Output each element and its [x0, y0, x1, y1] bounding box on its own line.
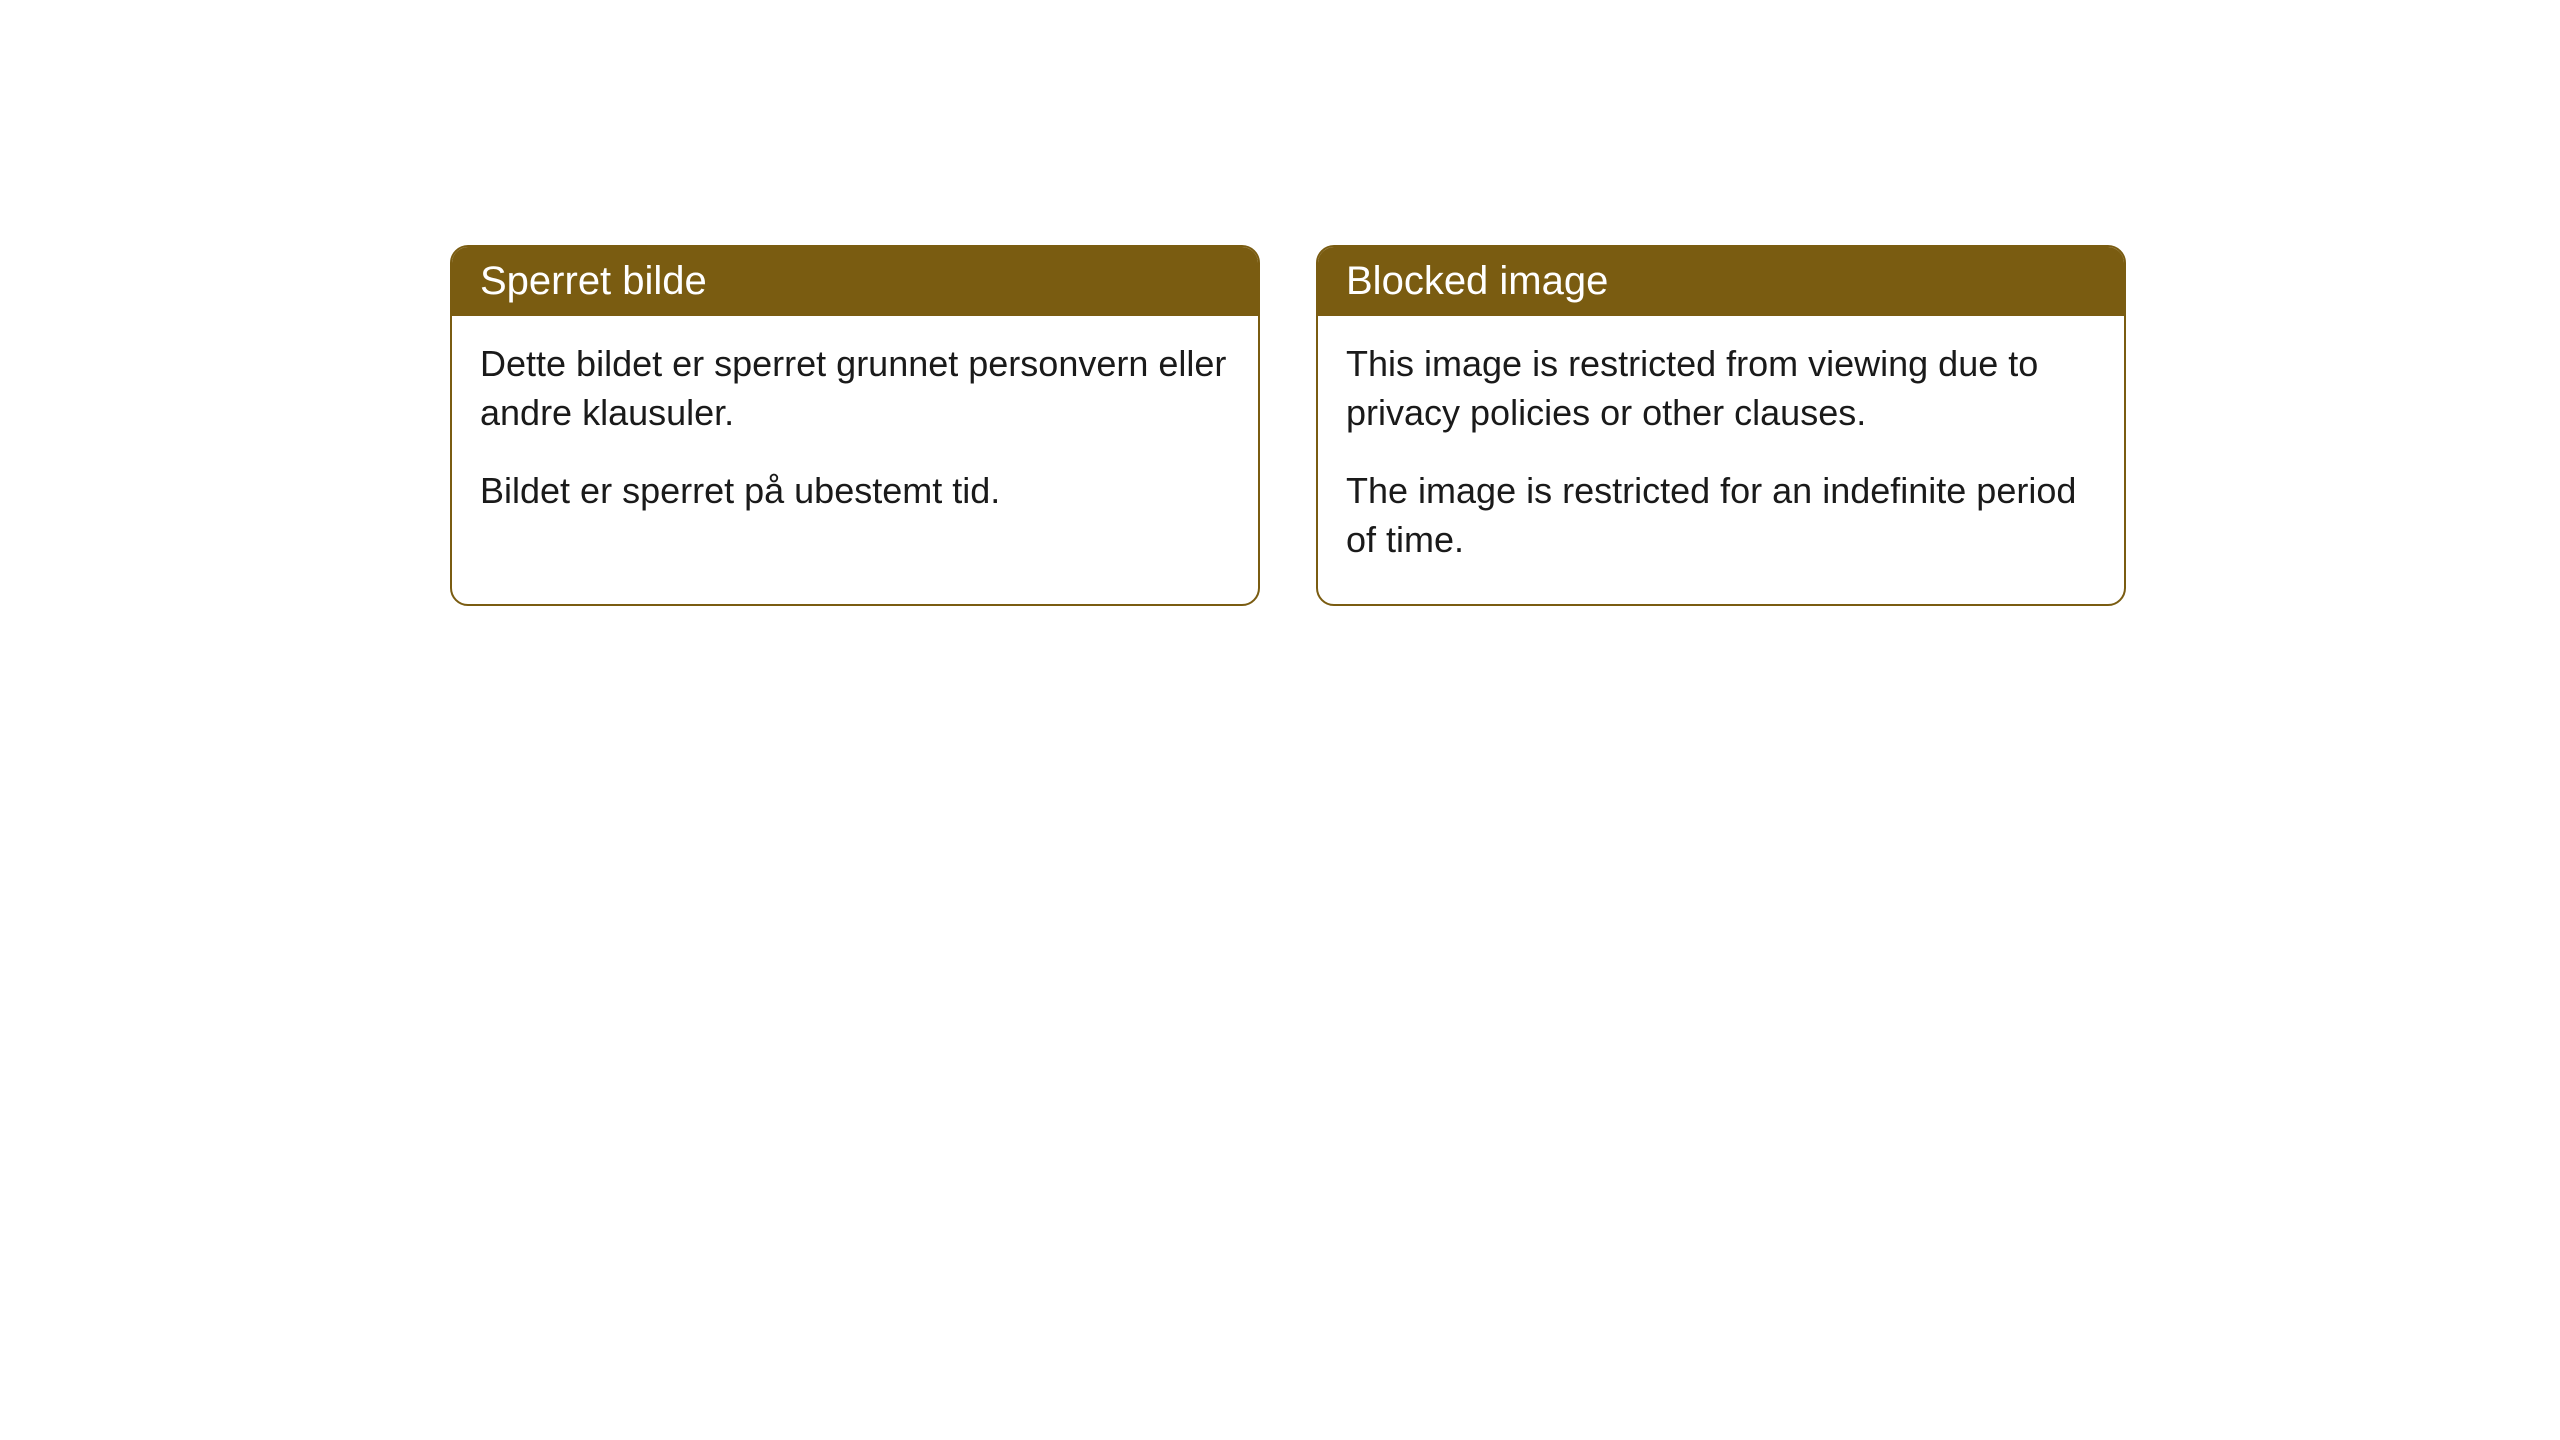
card-header: Sperret bilde — [452, 247, 1258, 316]
card-title: Blocked image — [1346, 259, 1608, 303]
card-body: This image is restricted from viewing du… — [1318, 316, 2124, 604]
card-paragraph: Bildet er sperret på ubestemt tid. — [480, 467, 1230, 516]
notice-card-norwegian: Sperret bilde Dette bildet er sperret gr… — [450, 245, 1260, 606]
card-paragraph: This image is restricted from viewing du… — [1346, 340, 2096, 437]
card-header: Blocked image — [1318, 247, 2124, 316]
notice-card-english: Blocked image This image is restricted f… — [1316, 245, 2126, 606]
card-paragraph: Dette bildet er sperret grunnet personve… — [480, 340, 1230, 437]
notice-cards-container: Sperret bilde Dette bildet er sperret gr… — [450, 245, 2126, 606]
card-paragraph: The image is restricted for an indefinit… — [1346, 467, 2096, 564]
card-body: Dette bildet er sperret grunnet personve… — [452, 316, 1258, 556]
card-title: Sperret bilde — [480, 259, 707, 303]
